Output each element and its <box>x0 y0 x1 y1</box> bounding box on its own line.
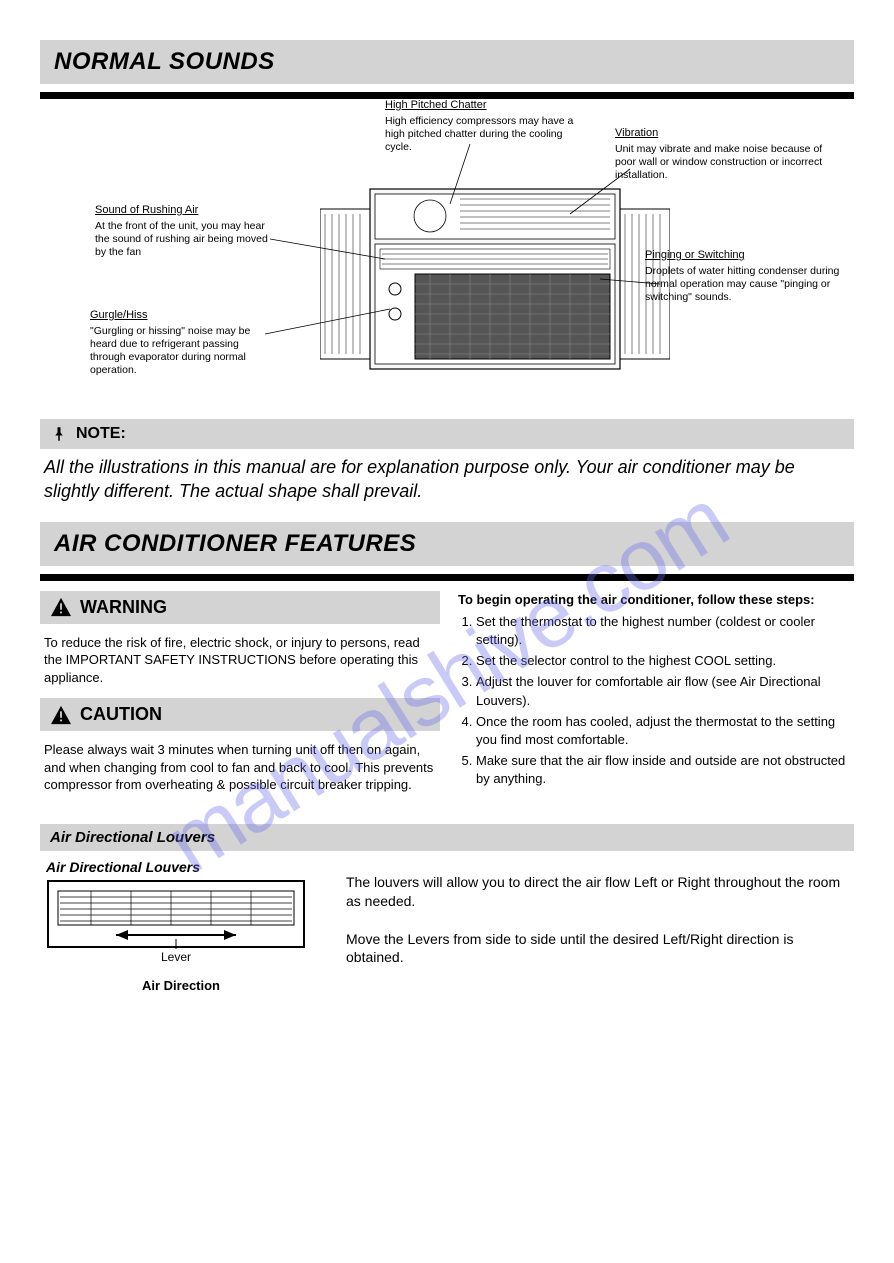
note-text: All the illustrations in this manual are… <box>40 449 854 522</box>
louver-figure: Air Directional Louvers Lever <box>46 859 316 993</box>
caution-text: Please always wait 3 minutes when turnin… <box>40 737 440 806</box>
section-title-normal-sounds: NORMAL SOUNDS <box>40 40 854 84</box>
warning-icon <box>50 705 72 725</box>
caution-label: CAUTION <box>80 704 162 725</box>
callout-rushing-air: Sound of Rushing Air At the front of the… <box>95 204 270 259</box>
step-item: Set the thermostat to the highest number… <box>476 613 854 649</box>
callout-title: High Pitched Chatter <box>385 99 575 113</box>
louvers-subheader: Air Directional Louvers <box>40 824 854 851</box>
section-title-features: AIR CONDITIONER FEATURES <box>40 522 854 566</box>
warning-bar: WARNING <box>40 591 440 624</box>
callout-high-pitched: High Pitched Chatter High efficiency com… <box>385 99 575 154</box>
callout-body: At the front of the unit, you may hear t… <box>95 220 268 258</box>
callout-pinging: Pinging or Switching Droplets of water h… <box>645 249 850 304</box>
louver-figcaption-top: Air Directional Louvers <box>46 859 316 875</box>
steps-list: Set the thermostat to the highest number… <box>458 613 854 789</box>
louver-illustration: Lever <box>46 879 306 969</box>
step-item: Make sure that the air flow inside and o… <box>476 752 854 788</box>
louver-description: The louvers will allow you to direct the… <box>346 859 848 967</box>
divider <box>40 574 854 581</box>
louver-figcaption-bottom: Air Direction <box>46 978 316 993</box>
warning-label: WARNING <box>80 597 167 618</box>
callout-title: Vibration <box>615 127 825 141</box>
callout-body: Droplets of water hitting condenser duri… <box>645 265 839 303</box>
callout-vibration: Vibration Unit may vibrate and make nois… <box>615 127 825 182</box>
callout-body: High efficiency compressors may have a h… <box>385 115 573 153</box>
louver-p1: The louvers will allow you to direct the… <box>346 873 848 911</box>
warning-icon <box>50 597 72 617</box>
callout-title: Sound of Rushing Air <box>95 204 270 218</box>
callout-title: Gurgle/Hiss <box>90 309 265 323</box>
callout-body: Unit may vibrate and make noise because … <box>615 143 822 181</box>
section-title-text: NORMAL SOUNDS <box>54 48 840 76</box>
section-title-text: AIR CONDITIONER FEATURES <box>54 530 840 558</box>
step-item: Once the room has cooled, adjust the the… <box>476 713 854 749</box>
warning-text: To reduce the risk of fire, electric sho… <box>40 630 440 699</box>
sounds-diagram: High Pitched Chatter High efficiency com… <box>40 109 854 409</box>
pushpin-icon <box>50 425 68 443</box>
step-item: Adjust the louver for comfortable air fl… <box>476 673 854 709</box>
louver-p2: Move the Levers from side to side until … <box>346 930 848 968</box>
steps-column: To begin operating the air conditioner, … <box>458 591 854 806</box>
step-item: Set the selector control to the highest … <box>476 652 854 670</box>
lever-label: Lever <box>161 950 191 964</box>
callout-title: Pinging or Switching <box>645 249 850 263</box>
callout-gurgle: Gurgle/Hiss "Gurgling or hissing" noise … <box>90 309 265 377</box>
note-bar: NOTE: <box>40 419 854 449</box>
caution-bar: CAUTION <box>40 698 440 731</box>
note-label: NOTE: <box>76 425 126 443</box>
divider <box>40 92 854 99</box>
steps-lead: To begin operating the air conditioner, … <box>458 591 854 609</box>
callout-body: "Gurgling or hissing" noise may be heard… <box>90 325 250 376</box>
